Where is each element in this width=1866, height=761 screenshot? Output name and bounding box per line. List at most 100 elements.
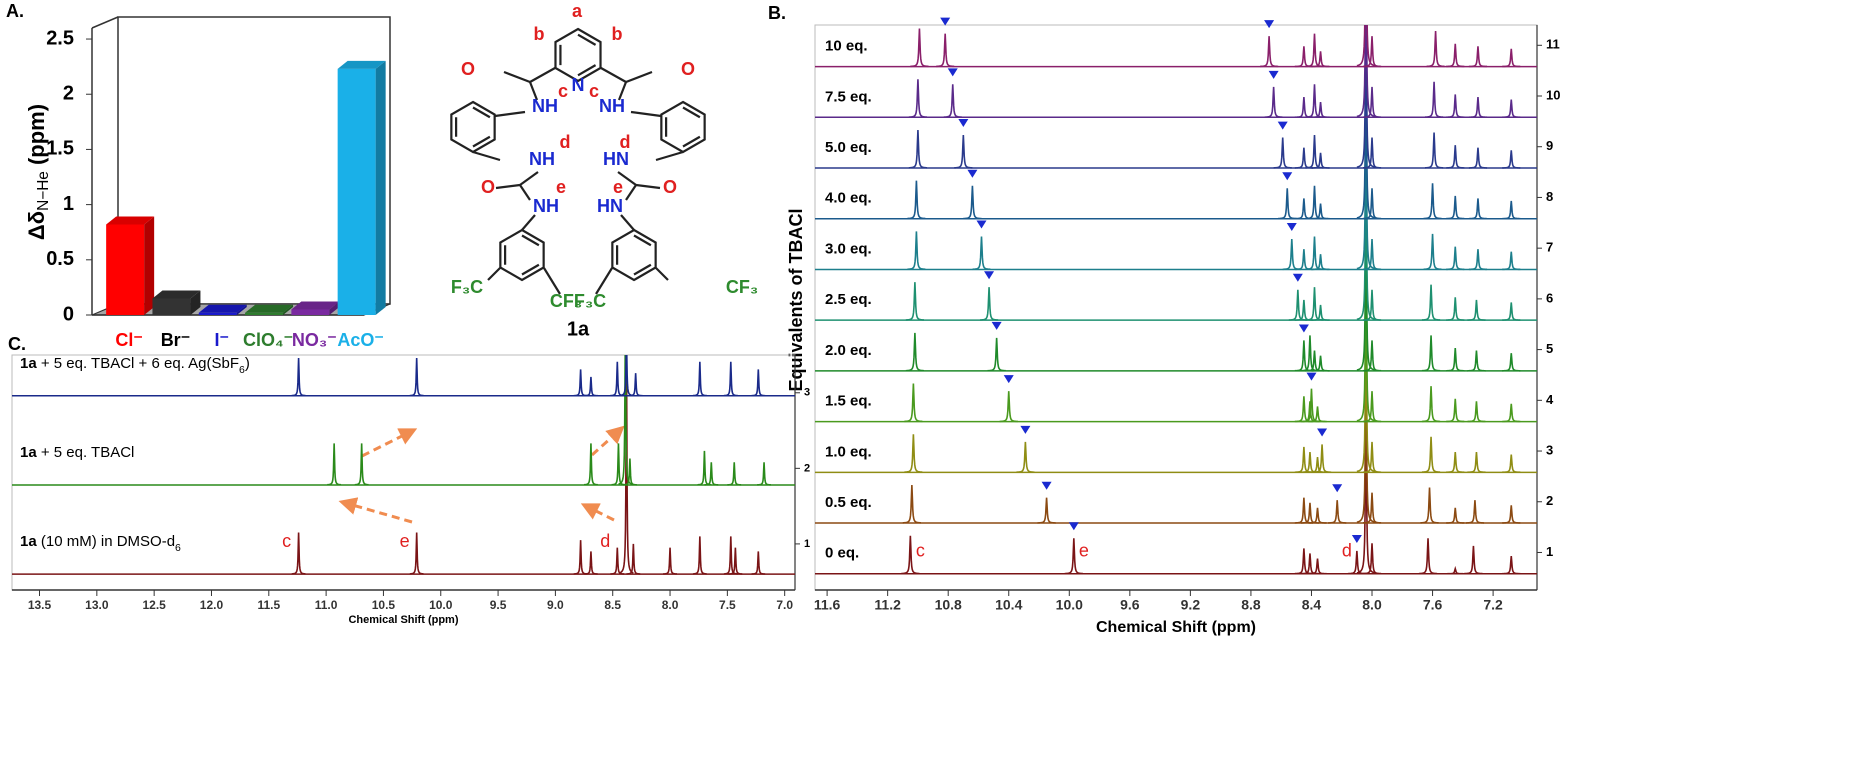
series-label: 0.5 eq. <box>825 494 872 511</box>
peak <box>1421 335 1441 372</box>
x-tick-label: 10.4 <box>995 597 1022 613</box>
peak <box>1362 188 1382 220</box>
x-tick-label: 7.0 <box>776 598 793 612</box>
x-tick-label: 8.5 <box>604 598 621 612</box>
ring <box>660 100 706 154</box>
compound-name: 1a <box>567 318 590 340</box>
series-label: 1a + 5 eq. TBACl <box>20 444 134 461</box>
atom-label: O <box>663 177 677 197</box>
peak <box>904 383 923 423</box>
peak <box>1468 96 1488 118</box>
peak <box>1362 391 1382 423</box>
peak <box>1064 538 1083 575</box>
x-tick-label: 7.6 <box>1423 597 1443 613</box>
peak <box>1305 287 1324 321</box>
x-tick-label: 11.5 <box>257 598 280 612</box>
peak <box>1467 401 1486 423</box>
peak <box>936 33 955 68</box>
x-tick-label: Cl⁻ <box>115 330 143 350</box>
peak <box>1502 48 1521 68</box>
x-tick-label: NO₃⁻ <box>292 330 337 350</box>
peak-marker <box>1041 481 1052 490</box>
peak <box>1300 401 1320 423</box>
atom-label: O <box>681 59 695 79</box>
peak <box>963 185 982 220</box>
y-tick-label: 7 <box>1546 240 1553 255</box>
peak <box>907 180 926 220</box>
peak <box>1305 185 1324 220</box>
peak-marker <box>1306 372 1317 381</box>
bar-top <box>152 290 201 299</box>
bar <box>291 309 330 315</box>
bar <box>245 312 284 315</box>
peak <box>1308 507 1327 524</box>
peak <box>1278 188 1297 220</box>
peak-marker <box>984 271 995 280</box>
x-tick-label: 10.0 <box>429 598 453 612</box>
peak <box>1446 565 1465 575</box>
peak <box>727 462 742 486</box>
peak <box>1418 538 1438 575</box>
peak-label: c <box>282 531 291 551</box>
peak <box>908 79 928 118</box>
peak <box>905 282 925 321</box>
peak <box>1502 353 1521 372</box>
bond <box>543 267 561 295</box>
series-label: 2.0 eq. <box>825 342 872 359</box>
atom-label: O <box>481 177 495 197</box>
x-tick-label: 12.5 <box>142 598 166 612</box>
atom-label: NH <box>529 149 555 169</box>
bond <box>655 267 669 281</box>
double-bond <box>633 234 652 247</box>
bond <box>503 70 531 84</box>
peak <box>1328 500 1347 524</box>
peak <box>1308 406 1327 423</box>
y-tick-label: 10 <box>1546 87 1560 102</box>
bar-top <box>106 216 155 225</box>
ring <box>611 228 657 282</box>
peak <box>1311 254 1330 271</box>
peak <box>1308 558 1327 575</box>
arrow <box>361 428 418 458</box>
peak-marker <box>947 68 958 77</box>
text-part: 6 <box>175 542 181 554</box>
atom-label: b <box>534 24 545 44</box>
peak <box>622 458 637 486</box>
peak <box>1305 350 1324 372</box>
peak <box>1420 487 1439 524</box>
peak <box>1362 441 1382 473</box>
arrow <box>580 503 615 522</box>
peak <box>1502 454 1521 474</box>
peak-marker <box>1068 522 1079 531</box>
bond <box>487 267 501 281</box>
bar-top <box>198 304 247 313</box>
peak-label: e <box>1079 541 1089 561</box>
peak <box>1264 86 1283 118</box>
peak <box>1273 137 1292 169</box>
y-tick-label: 1.5 <box>46 138 74 160</box>
x-tick-label: 8.0 <box>662 598 679 612</box>
series-label: 7.5 eq. <box>825 88 872 105</box>
bond <box>617 171 637 186</box>
peak-marker <box>940 17 951 26</box>
bond <box>494 110 526 118</box>
peak <box>1356 25 1376 67</box>
bond <box>595 267 613 295</box>
peak <box>618 355 633 485</box>
atom-label: d <box>620 132 631 152</box>
series-label: 0 eq. <box>825 545 859 562</box>
x-tick-label: 12.0 <box>200 598 224 612</box>
peak <box>1502 99 1521 119</box>
peak <box>905 332 925 372</box>
peak <box>1421 436 1441 473</box>
peak <box>1467 299 1486 321</box>
x-tick-label: 9.6 <box>1120 597 1140 613</box>
peak-marker <box>1292 273 1303 282</box>
peak <box>1446 297 1465 321</box>
peak <box>1311 304 1330 321</box>
peak <box>723 361 738 397</box>
peak-marker <box>1298 324 1309 333</box>
y-tick-label: 5 <box>1546 341 1553 356</box>
bond <box>519 184 531 201</box>
double-bond <box>633 263 652 276</box>
